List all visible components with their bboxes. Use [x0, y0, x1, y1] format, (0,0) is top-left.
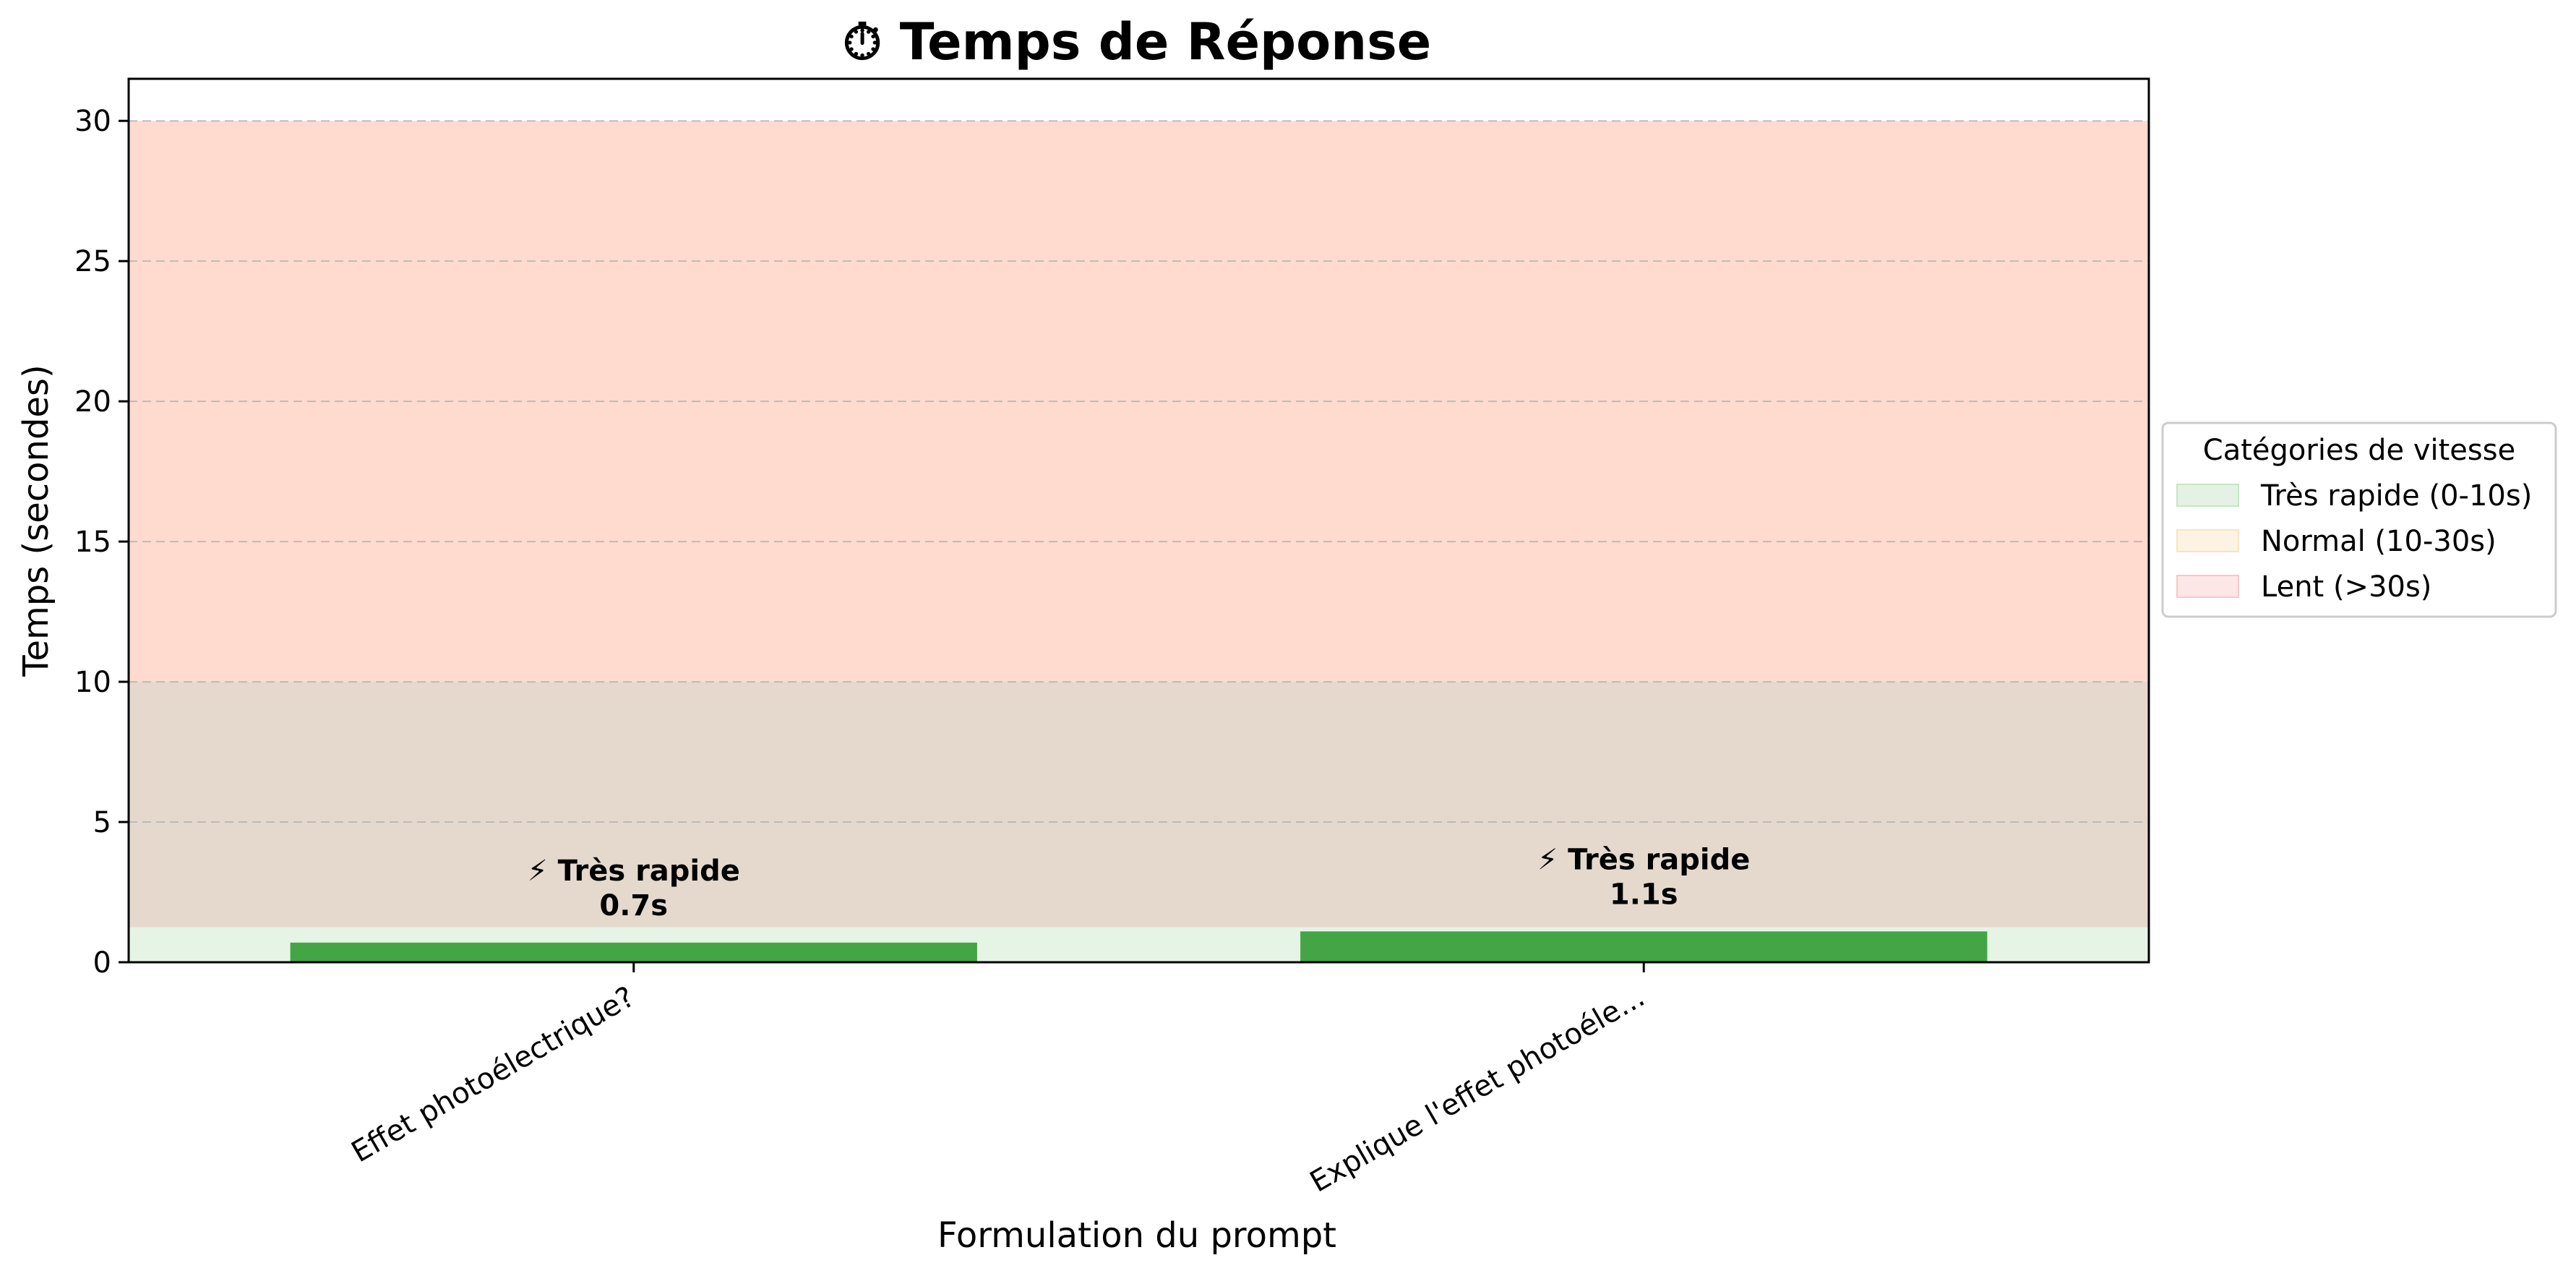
legend: Catégories de vitesse Très rapide (0-10s…: [2161, 421, 2557, 618]
y-tick-label-0: 0: [93, 946, 111, 980]
legend-label-0: Très rapide (0-10s): [2260, 479, 2532, 513]
bars: [290, 931, 1988, 962]
y-ticks: 0 5 10 15 20 25 30: [74, 105, 129, 980]
speed-band-1: [129, 682, 2149, 928]
y-tick-label-4: 20: [74, 385, 111, 419]
legend-swatch-0: [2176, 484, 2239, 507]
legend-title: Catégories de vitesse: [2203, 434, 2515, 467]
y-tick-label-5: 25: [74, 245, 111, 278]
legend-entries: Très rapide (0-10s) Normal (10-30s) Lent (…: [2176, 479, 2532, 604]
legend-swatch-1: [2176, 529, 2239, 552]
x-axis-label: Formulation du prompt: [937, 1215, 1336, 1256]
legend-label-1: Normal (10-30s): [2261, 525, 2496, 558]
bar-0: [290, 942, 977, 962]
chart-title: ⏱ Temps de Réponse: [843, 12, 1431, 72]
plot-frame: [127, 77, 2150, 964]
bar-1: [1300, 931, 1988, 962]
y-tick-label-6: 30: [74, 105, 111, 138]
bar-value-label-0: 0.7s: [599, 889, 668, 922]
plot-border: [127, 77, 2150, 964]
x-tick-label-0: Effet photoélectrique?: [346, 980, 640, 1170]
y-tick-label-3: 15: [74, 526, 111, 559]
legend-frame: [2161, 421, 2557, 618]
x-ticks: Effet photoélectrique? Explique l'effet p…: [346, 962, 1650, 1199]
grid-lines: [129, 120, 2149, 823]
legend-swatch-2: [2176, 575, 2239, 598]
x-tick-label-1: Explique l'effet photoéle...: [1305, 980, 1650, 1199]
bar-category-label-0: ⚡ Très rapide: [528, 855, 740, 888]
y-tick-label-2: 10: [74, 666, 111, 699]
legend-label-2: Lent (>30s): [2261, 570, 2431, 604]
y-axis-label: Temps (secondes): [16, 364, 56, 677]
y-tick-label-1: 5: [93, 806, 111, 839]
bar-category-label-1: ⚡ Très rapide: [1537, 843, 1750, 876]
bar-value-label-1: 1.1s: [1610, 878, 1678, 911]
